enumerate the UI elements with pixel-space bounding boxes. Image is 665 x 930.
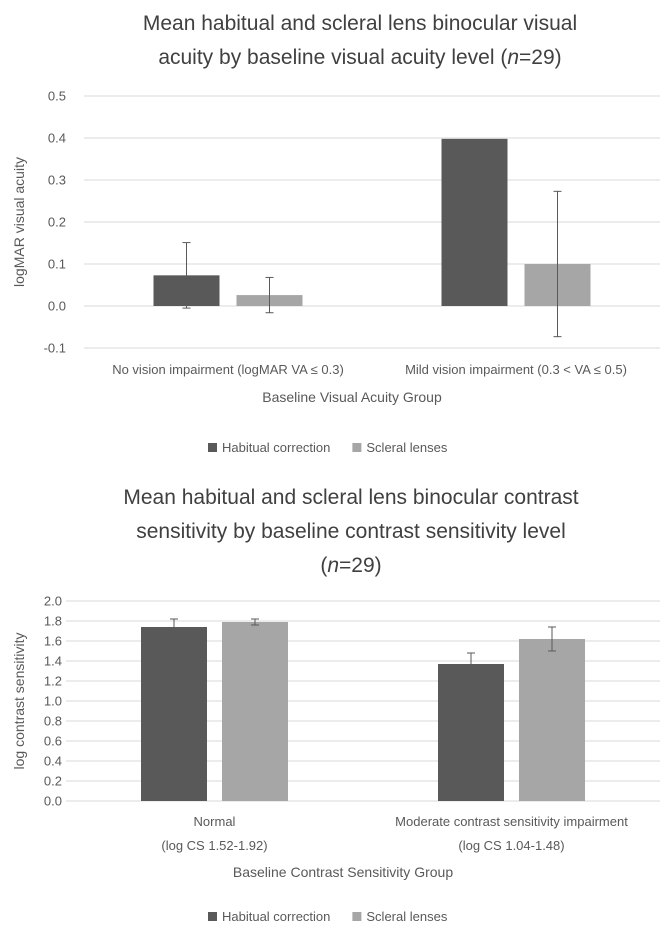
chart-title-segment: n [507, 46, 519, 69]
y-tick-label: 1.8 [44, 614, 62, 629]
y-tick-label: 0.2 [44, 774, 62, 789]
legend-swatch [208, 912, 217, 921]
category-label: Moderate contrast sensitivity impairment [395, 814, 628, 829]
category-label: No vision impairment (logMAR VA ≤ 0.3) [112, 362, 344, 377]
category-label: Normal [194, 814, 236, 829]
bar [141, 627, 207, 801]
y-tick-label: 1.6 [44, 634, 62, 649]
y-tick-label: 0.2 [48, 215, 66, 230]
legend-label: Habitual correction [222, 909, 330, 924]
y-tick-label: 1.4 [44, 654, 62, 669]
chart-title-segment: ( [320, 554, 327, 577]
category-label: Mild vision impairment (0.3 < VA ≤ 0.5) [405, 362, 627, 377]
chart-title-line: Mean habitual and scleral lens binocular… [143, 12, 577, 35]
chart-title-line: acuity by baseline visual acuity level (… [158, 46, 561, 69]
x-axis-label: Baseline Contrast Sensitivity Group [233, 864, 453, 880]
y-tick-label: 0.5 [48, 89, 66, 104]
y-tick-label: 0.4 [48, 131, 66, 146]
chart-title-segment: =29) [339, 554, 382, 577]
chart-title-segment: Mean habitual and scleral lens binocular… [123, 486, 578, 509]
category-label: (log CS 1.04-1.48) [458, 838, 564, 853]
y-tick-label: 0.8 [44, 714, 62, 729]
y-tick-label: 0.4 [44, 754, 62, 769]
y-tick-label: 0.3 [48, 173, 66, 188]
y-tick-label: 0.1 [48, 257, 66, 272]
bar [438, 664, 504, 801]
y-tick-label: -0.1 [44, 341, 66, 356]
chart-title-line: sensitivity by baseline contrast sensiti… [136, 520, 566, 543]
x-axis-label: Baseline Visual Acuity Group [262, 389, 442, 405]
y-tick-label: 0.6 [44, 734, 62, 749]
y-axis-label: log contrast sensitivity [11, 633, 27, 770]
chart-title-segment: acuity by baseline visual acuity level ( [158, 46, 507, 69]
chart-title-segment: n [327, 554, 339, 577]
y-tick-label: 0.0 [44, 794, 62, 809]
chart-title-segment: =29) [519, 46, 562, 69]
bar [441, 138, 508, 306]
chart-title-segment: Mean habitual and scleral lens binocular… [143, 12, 577, 35]
y-tick-label: 1.2 [44, 674, 62, 689]
y-axis-label: logMAR visual acuity [11, 157, 27, 287]
chart-title-line: (n=29) [320, 554, 381, 577]
bar [519, 639, 585, 801]
bar [222, 622, 288, 801]
y-tick-label: 1.0 [44, 694, 62, 709]
chart-1: Mean habitual and scleral lens binocular… [11, 12, 660, 455]
legend-label: Scleral lenses [366, 440, 447, 455]
category-label: (log CS 1.52-1.92) [161, 838, 267, 853]
legend-swatch [352, 912, 362, 921]
chart-2: Mean habitual and scleral lens binocular… [11, 486, 660, 924]
y-tick-label: 0.0 [48, 299, 66, 314]
chart-title-segment: sensitivity by baseline contrast sensiti… [136, 520, 566, 543]
chart-title-line: Mean habitual and scleral lens binocular… [123, 486, 578, 509]
legend-swatch [352, 443, 362, 452]
y-tick-label: 2.0 [44, 594, 62, 609]
legend-label: Habitual correction [222, 440, 330, 455]
legend-swatch [208, 443, 217, 452]
legend-label: Scleral lenses [366, 909, 447, 924]
